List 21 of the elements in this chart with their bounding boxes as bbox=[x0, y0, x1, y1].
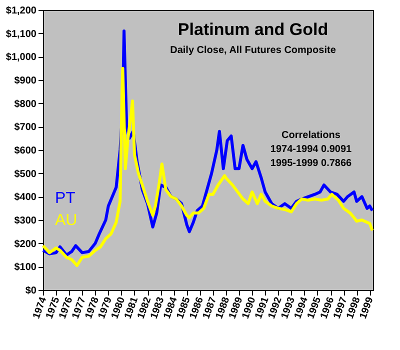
y-tick-label: $700 bbox=[14, 122, 37, 134]
text: PT bbox=[55, 190, 76, 207]
line-series bbox=[42, 66, 374, 267]
y-tick-label: $1,000 bbox=[6, 52, 37, 64]
y-tick-label: $0 bbox=[25, 286, 37, 296]
y-tick-label: $500 bbox=[14, 168, 37, 180]
y-tick-label: $400 bbox=[14, 192, 37, 204]
y-tick-label: $100 bbox=[14, 262, 37, 274]
text: Platinum and Gold bbox=[178, 20, 328, 39]
y-tick-label: $200 bbox=[14, 238, 37, 250]
y-tick-label: $1,100 bbox=[6, 28, 37, 40]
y-tick-label: $600 bbox=[14, 146, 37, 156]
y-tick-label: $900 bbox=[14, 76, 37, 86]
y-tick-label: $300 bbox=[14, 216, 37, 226]
annotation: Correlations bbox=[282, 130, 341, 141]
series-label: AU bbox=[55, 212, 78, 229]
y-tick-label: $1,200 bbox=[6, 6, 37, 16]
text: Daily Close, All Futures Composite bbox=[170, 45, 336, 56]
annotation: 1995-1999 0.7866 bbox=[270, 158, 352, 169]
annotation: 1974-1994 0.9091 bbox=[270, 144, 352, 155]
y-tick-label: $800 bbox=[14, 98, 37, 110]
